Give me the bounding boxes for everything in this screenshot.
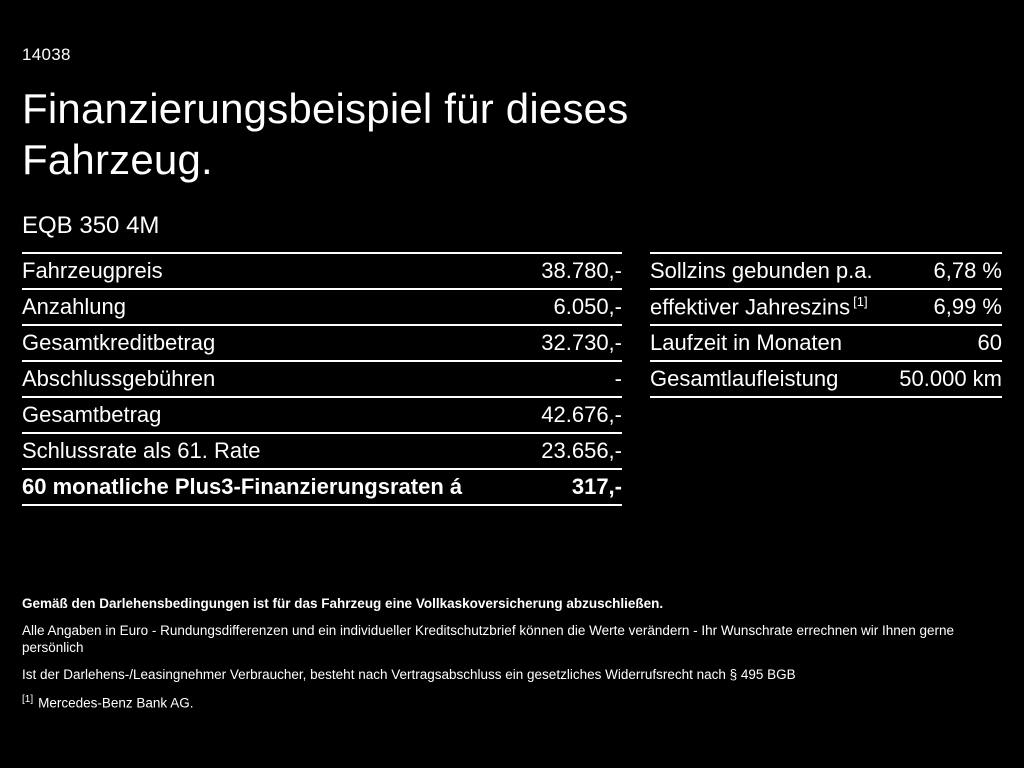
footnote-ref: [1] xyxy=(853,294,868,310)
row-value: 38.780,- xyxy=(541,258,622,284)
row-value: - xyxy=(614,366,622,392)
table-row-abschlussgebuehren: Abschlussgebühren - xyxy=(22,360,622,396)
row-value: 42.676,- xyxy=(541,402,622,428)
row-label: Sollzins gebunden p.a. xyxy=(650,258,873,284)
footnote-text: Mercedes-Benz Bank AG. xyxy=(38,695,194,710)
table-row-gesamtbetrag: Gesamtbetrag 42.676,- xyxy=(22,396,622,432)
table-row-laufzeit: Laufzeit in Monaten 60 xyxy=(650,324,1002,360)
row-label: effektiver Jahreszins [1] xyxy=(650,294,868,320)
vehicle-model: EQB 350 4M xyxy=(22,212,160,240)
row-value: 317,- xyxy=(571,474,622,500)
legal-footer: Gemäß den Darlehensbedingungen ist für d… xyxy=(22,596,1002,722)
table-row-schlussrate: Schlussrate als 61. Rate 23.656,- xyxy=(22,432,622,468)
table-row-effektiver-jahreszins: effektiver Jahreszins [1] 6,99 % xyxy=(650,288,1002,324)
row-label-text: effektiver Jahreszins xyxy=(650,294,851,320)
row-label: Fahrzeugpreis xyxy=(22,258,163,284)
table-row-fahrzeugpreis: Fahrzeugpreis 38.780,- xyxy=(22,252,622,288)
financing-table-left: Fahrzeugpreis 38.780,- Anzahlung 6.050,-… xyxy=(22,252,622,507)
row-label: Abschlussgebühren xyxy=(22,366,216,392)
financing-table-right: Sollzins gebunden p.a. 6,78 % effektiver… xyxy=(650,252,1002,399)
table-row-gesamtlaufleistung: Gesamtlaufleistung 50.000 km xyxy=(650,360,1002,396)
row-value: 60 xyxy=(977,330,1002,356)
row-label: Anzahlung xyxy=(22,294,126,320)
footnote-marker: [1] xyxy=(22,693,34,705)
table-row-monatsrate: 60 monatliche Plus3-Finanzierungsraten á… xyxy=(22,468,622,504)
page-title: Finanzierungsbeispiel für dieses Fahrzeu… xyxy=(22,85,629,184)
table-row-sollzins: Sollzins gebunden p.a. 6,78 % xyxy=(650,252,1002,288)
footer-insurance-note: Gemäß den Darlehensbedingungen ist für d… xyxy=(22,596,664,611)
footer-euro-note: Alle Angaben in Euro - Rundungsdifferenz… xyxy=(22,622,955,655)
table-row-anzahlung: Anzahlung 6.050,- xyxy=(22,288,622,324)
row-label: Gesamtlaufleistung xyxy=(650,366,839,392)
row-label: Gesamtbetrag xyxy=(22,402,162,428)
financing-tables: Fahrzeugpreis 38.780,- Anzahlung 6.050,-… xyxy=(22,252,1002,507)
row-value: 32.730,- xyxy=(541,330,622,356)
row-value: 6,78 % xyxy=(933,258,1003,284)
table-row-gesamtkreditbetrag: Gesamtkreditbetrag 32.730,- xyxy=(22,324,622,360)
row-value: 6.050,- xyxy=(553,294,623,320)
row-label: 60 monatliche Plus3-Finanzierungsraten á xyxy=(22,474,463,500)
row-label: Laufzeit in Monaten xyxy=(650,330,843,356)
footer-widerrufsrecht-note: Ist der Darlehens-/Leasingnehmer Verbrau… xyxy=(22,666,796,682)
row-value: 6,99 % xyxy=(933,294,1003,320)
row-value: 50.000 km xyxy=(899,366,1002,392)
row-label: Gesamtkreditbetrag xyxy=(22,330,216,356)
vehicle-number: 14038 xyxy=(22,45,71,64)
row-value: 23.656,- xyxy=(541,438,622,464)
footer-footnote: [1] Mercedes-Benz Bank AG. xyxy=(22,694,1002,712)
row-label: Schlussrate als 61. Rate xyxy=(22,438,261,464)
